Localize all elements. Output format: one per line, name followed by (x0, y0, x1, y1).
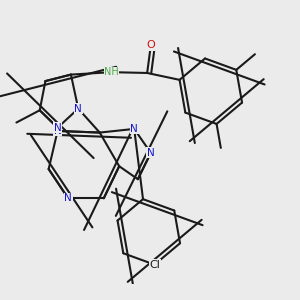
Text: Cl: Cl (149, 260, 160, 270)
Text: N: N (54, 126, 61, 136)
Text: N: N (64, 193, 72, 203)
Text: N: N (54, 123, 61, 133)
Text: N: N (147, 148, 155, 158)
Text: N: N (130, 124, 138, 134)
Text: O: O (146, 40, 155, 50)
Text: N: N (74, 103, 82, 114)
Text: NH: NH (104, 67, 119, 77)
